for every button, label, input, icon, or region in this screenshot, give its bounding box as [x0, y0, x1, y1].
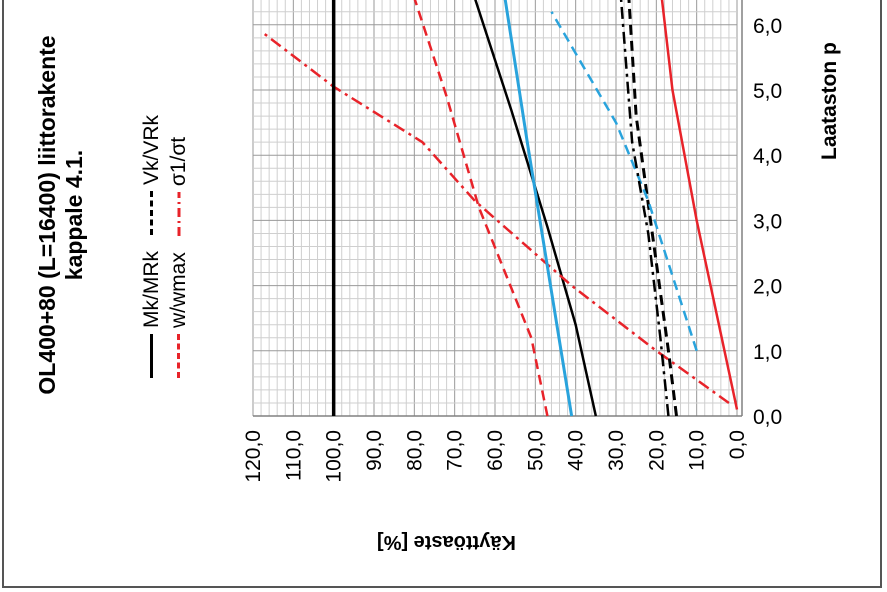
legend-label-w: w/wmax [166, 252, 190, 328]
series-line-6 [503, 0, 574, 417]
series-group [260, 0, 739, 417]
x-tick-label: 0,0 [726, 430, 749, 459]
x-tick-label: 20,0 [645, 430, 668, 471]
x-tick-label: 90,0 [363, 430, 386, 471]
chart-title: OL400+80 (L=16400) liittorakente kappale… [34, 0, 88, 450]
x-tick-label: 60,0 [484, 430, 507, 471]
legend: Mk/MRk Vk/VRk w/wmax σ1/σt [138, 0, 192, 378]
x-axis-title-wrap: Käyttöaste [%] [0, 530, 887, 553]
series-line-2 [627, 0, 678, 417]
x-tick-label: 40,0 [565, 430, 588, 471]
x-tick-label: 110,0 [282, 430, 305, 481]
y-tick-label: 2,0 [753, 276, 782, 299]
x-tick-label: 10,0 [686, 430, 709, 471]
y-tick-label: 5,0 [753, 80, 782, 103]
y-tick-label: 3,0 [753, 210, 782, 233]
series-line-1 [474, 0, 598, 417]
y-tick-label: 1,0 [753, 341, 782, 364]
legend-row-1: Mk/MRk Vk/VRk [138, 0, 165, 378]
series-line-7 [550, 11, 698, 352]
y-axis-title: Laataston p [818, 42, 841, 160]
x-tick-label: 70,0 [444, 430, 467, 471]
legend-label-vk: Vk/VRk [139, 114, 163, 185]
series-line-8 [619, 0, 670, 417]
series-line-9 [660, 0, 739, 410]
legend-label-sigma: σ1/σt [166, 136, 190, 187]
chart-title-line2: kappale 4.1. [61, 149, 87, 281]
y-tick-label: 0,0 [753, 406, 782, 429]
legend-swatch-vk [150, 191, 153, 235]
x-tick-label: 50,0 [524, 430, 547, 471]
legend-label-mk: Mk/MRk [139, 251, 163, 328]
x-tick-label: 30,0 [605, 430, 628, 471]
legend-swatch-mk [150, 334, 153, 378]
chart-title-line1: OL400+80 (L=16400) liittorakente [34, 35, 60, 395]
x-axis-title: Käyttöaste [%] [377, 531, 516, 553]
y-tick-label: 4,0 [753, 145, 782, 168]
x-tick-label: 120,0 [242, 430, 265, 483]
y-tick-label: 6,0 [753, 15, 782, 38]
legend-row-2: w/wmax σ1/σt [165, 0, 192, 378]
x-tick-labels: 0,0 10,0 20,0 30,0 40,0 50,0 60,0 70,0 80,0 90,0 1… [242, 430, 749, 483]
x-tick-label: 80,0 [403, 430, 426, 471]
series-line-3 [413, 0, 549, 417]
y-tick-labels: 0,0 1,0 2,0 3,0 4,0 5,0 6,0 [753, 15, 782, 429]
x-tick-label: 100,0 [323, 430, 346, 483]
legend-swatch-w [177, 334, 180, 378]
legend-swatch-sigma [177, 192, 180, 237]
